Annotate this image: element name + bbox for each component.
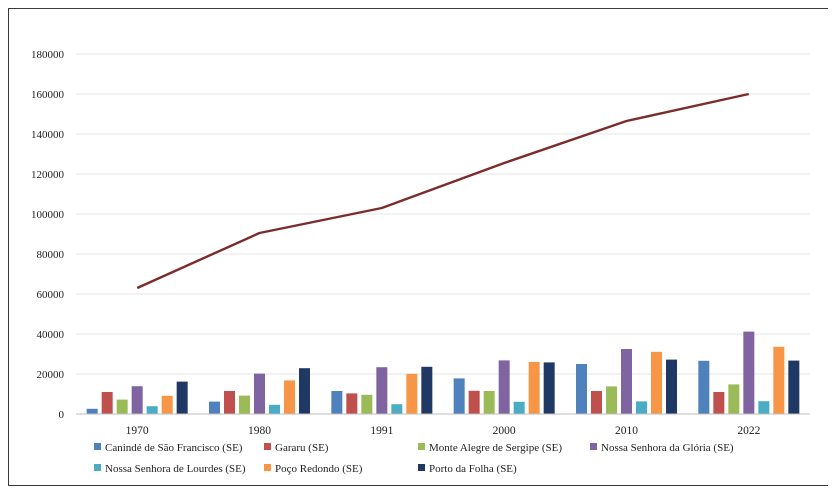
- bar: [269, 404, 280, 414]
- bar: [86, 408, 98, 414]
- y-axis-ticks: 0 20000 40000 60000 80000 100000 120000 140000 1…: [31, 49, 65, 421]
- y-tick-label: 140000: [31, 129, 65, 141]
- bar: [636, 401, 647, 414]
- bar: [224, 391, 235, 414]
- legend-swatch: [418, 443, 425, 450]
- legend-swatch: [264, 464, 271, 471]
- bar: [788, 360, 800, 414]
- legend: Canindé de São Francisco (SE) Gararu (SE)…: [94, 442, 734, 475]
- x-tick-label: 1991: [370, 425, 393, 437]
- legend-swatch: [418, 464, 425, 471]
- bar: [621, 349, 632, 414]
- x-axis: 1970 1980 1991 2000 2010 2022: [76, 413, 810, 437]
- y-tick-label: 0: [59, 409, 65, 421]
- bar: [254, 373, 265, 414]
- chart-frame: [8, 8, 828, 486]
- bar: [483, 391, 495, 414]
- x-tick-label: 2000: [493, 425, 516, 437]
- gridlines: [76, 53, 810, 375]
- bar: [101, 392, 113, 414]
- bar: [376, 367, 388, 414]
- bar: [116, 399, 128, 414]
- y-tick-label: 100000: [31, 209, 65, 221]
- y-tick-label: 120000: [31, 169, 65, 181]
- bar: [513, 401, 525, 414]
- bar: [743, 331, 755, 414]
- bar: [698, 360, 710, 414]
- y-tick-label: 160000: [31, 89, 65, 101]
- legend-swatch: [94, 443, 101, 450]
- total-line: [136, 92, 750, 290]
- bar: [666, 359, 677, 414]
- bar: [176, 381, 188, 414]
- legend-swatch: [264, 443, 271, 450]
- bar: [361, 394, 373, 414]
- bar: [606, 386, 617, 414]
- legend-swatch: [94, 464, 101, 471]
- bar: [346, 393, 358, 414]
- y-tick-label: 20000: [37, 369, 65, 381]
- x-tick-label: 1970: [126, 425, 149, 437]
- bar: [421, 366, 433, 414]
- bar: [591, 391, 602, 414]
- x-tick-label: 2022: [737, 425, 760, 437]
- bar: [299, 368, 310, 414]
- total-line-series: [136, 92, 750, 290]
- bar: [576, 364, 587, 414]
- bar: [713, 392, 725, 414]
- legend-label: Gararu (SE): [275, 442, 329, 454]
- legend-label: Monte Alegre de Sergipe (SE): [429, 442, 562, 454]
- bar: [453, 378, 465, 414]
- bar: [146, 406, 158, 414]
- bar: [651, 351, 662, 414]
- bar: [498, 360, 510, 414]
- legend-swatch: [590, 443, 597, 450]
- bar: [131, 386, 143, 414]
- bar: [468, 390, 480, 414]
- x-tick-label: 2010: [615, 425, 638, 437]
- bar: [331, 391, 343, 414]
- y-tick-label: 40000: [37, 329, 65, 341]
- y-tick-label: 80000: [37, 249, 65, 261]
- legend-label: Poço Redondo (SE): [275, 463, 363, 475]
- bar: [528, 362, 540, 414]
- bar: [284, 380, 295, 414]
- bar: [391, 404, 403, 414]
- bar: [209, 401, 220, 414]
- bar: [239, 395, 250, 414]
- bars: [86, 331, 800, 414]
- x-tick-label: 1980: [248, 425, 271, 437]
- bar: [543, 362, 555, 414]
- bar: [161, 395, 173, 414]
- bar: [758, 401, 770, 414]
- bar: [773, 346, 785, 414]
- legend-label: Porto da Folha (SE): [429, 463, 517, 475]
- legend-label: Canindé de São Francisco (SE): [105, 442, 243, 454]
- y-tick-label: 60000: [37, 289, 65, 301]
- bar: [728, 384, 740, 414]
- y-tick-label: 180000: [31, 49, 65, 61]
- legend-label: Nossa Senhora de Lourdes (SE): [105, 463, 246, 475]
- bar: [406, 373, 418, 414]
- legend-label: Nossa Senhora da Glória (SE): [601, 442, 734, 454]
